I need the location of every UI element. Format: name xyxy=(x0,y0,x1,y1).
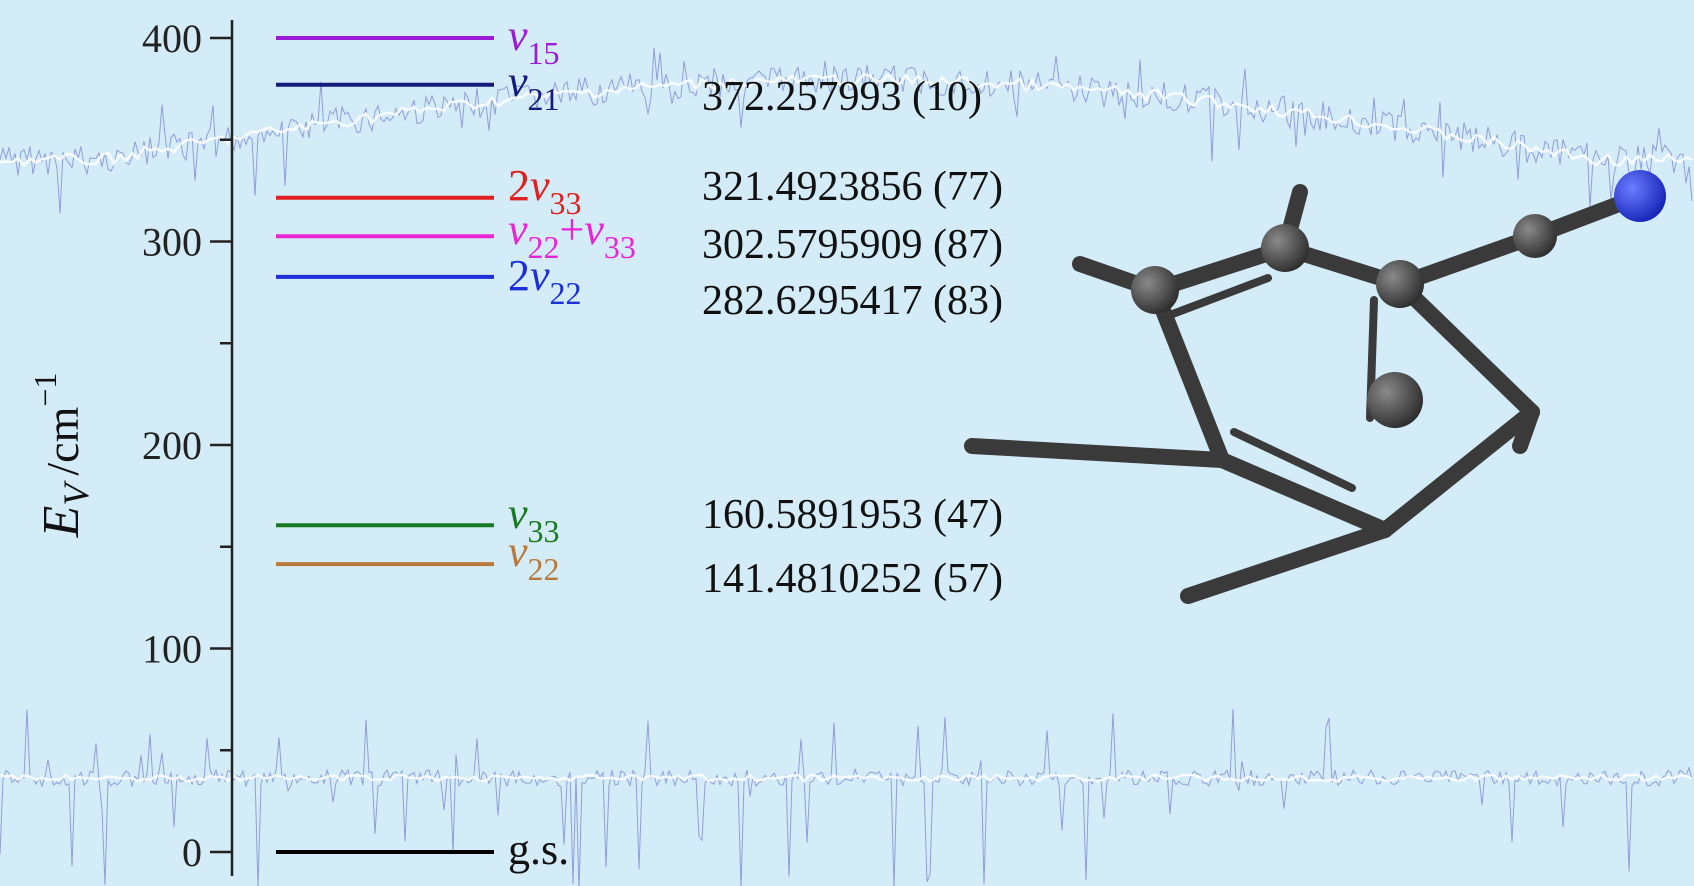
level-label-nu22-plus-nu33: ν22+ν33 xyxy=(508,205,636,265)
value-label-nu21: 372.257993 (10) xyxy=(702,74,982,120)
value-label-nu22-plus-nu33: 302.5795909 (87) xyxy=(702,222,1003,268)
level-label-nu22: ν22 xyxy=(508,527,560,587)
carbon-atom xyxy=(1376,260,1424,308)
value-label-nu33: 160.5891953 (47) xyxy=(702,492,1003,538)
y-tick-label: 200 xyxy=(142,423,202,468)
level-label-nu15: ν15 xyxy=(508,11,560,71)
nitrogen-atom xyxy=(1614,170,1666,222)
level-label-nu33: ν33 xyxy=(508,489,560,549)
background-spectrum-upper xyxy=(0,47,1693,214)
value-label-2nu33: 321.4923856 (77) xyxy=(702,164,1003,210)
level-label-2nu22: 2ν22 xyxy=(508,251,582,311)
energy-level-labels: ν15 ν21 2ν33 ν22+ν33 2ν22 ν33 ν22 g.s. xyxy=(508,11,636,874)
energy-value-labels: 372.257993 (10) 321.4923856 (77) 302.579… xyxy=(702,74,1003,602)
value-label-nu22: 141.4810252 (57) xyxy=(702,556,1003,602)
y-axis-title: EV/cm−1 xyxy=(27,373,96,539)
carbon-atom xyxy=(1131,266,1179,314)
background-spectrum-lower xyxy=(0,709,1693,886)
spectrum-baseline xyxy=(0,72,1693,168)
y-axis-exponent: −1 xyxy=(27,373,63,407)
y-tick-label: 0 xyxy=(182,830,202,875)
carbon-atom xyxy=(1261,224,1309,272)
y-tick-label: 300 xyxy=(142,220,202,265)
spectrum-trace xyxy=(0,709,1693,886)
y-tick-label: 100 xyxy=(142,627,202,672)
spectrum-trace xyxy=(0,47,1693,214)
level-label-2nu33: 2ν33 xyxy=(508,161,582,221)
y-axis-symbol: E xyxy=(33,506,90,539)
benzonitrile-molecule-illustration xyxy=(964,170,1666,604)
y-axis-unit: /cm xyxy=(37,406,88,475)
molecule-carbon-atoms xyxy=(1131,214,1557,428)
y-axis-subscript: V xyxy=(56,480,96,506)
y-tick-label: 400 xyxy=(142,16,202,61)
spectrum-baseline xyxy=(0,773,1693,783)
carbon-atom xyxy=(1513,214,1557,258)
carbon-atom xyxy=(1367,372,1423,428)
molecule-bonds xyxy=(964,184,1648,604)
energy-level-lines xyxy=(276,36,494,854)
level-label-gs: g.s. xyxy=(508,825,569,874)
level-label-nu21: ν21 xyxy=(508,57,560,117)
y-ticks: 0 100 200 300 400 xyxy=(142,16,232,875)
value-label-2nu22: 282.6295417 (83) xyxy=(702,278,1003,324)
